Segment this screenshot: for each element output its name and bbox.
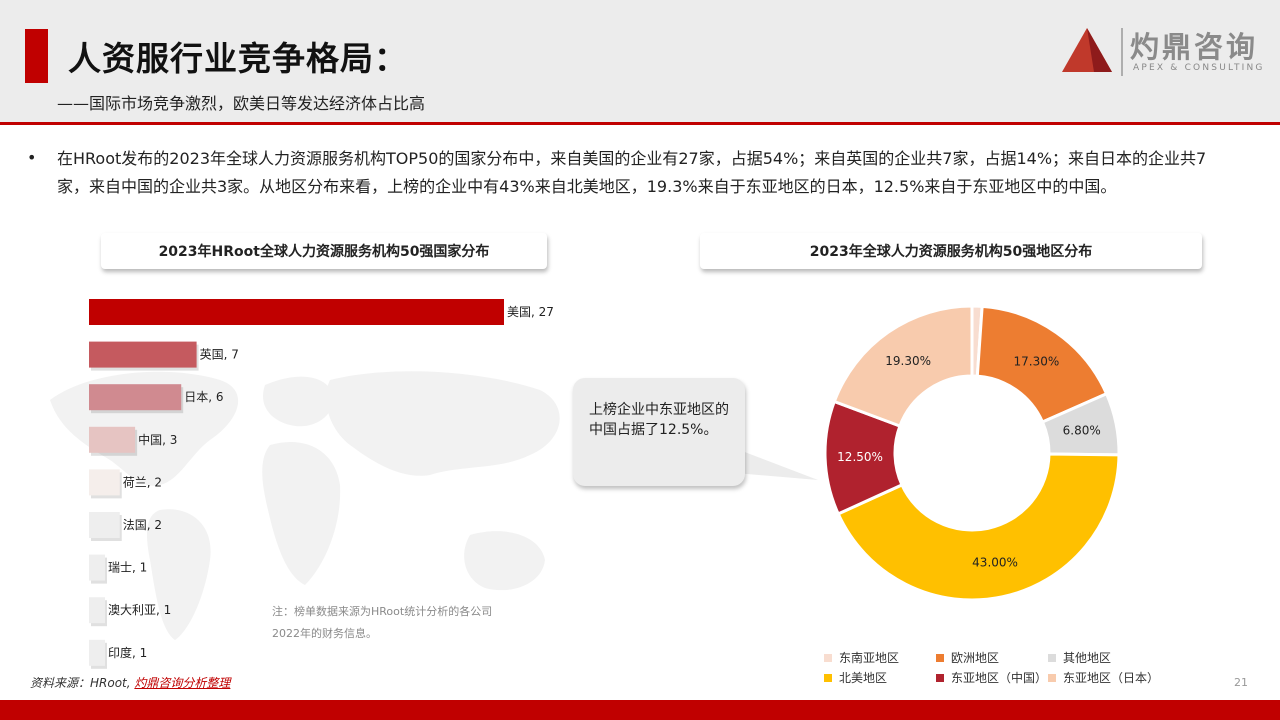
legend-item-5: 东亚地区（日本） xyxy=(1048,669,1159,686)
legend-label: 其他地区 xyxy=(1063,651,1112,665)
legend-label: 欧洲地区 xyxy=(951,651,1000,665)
donut-label-2: 6.80% xyxy=(1063,424,1101,438)
bullet-marker: • xyxy=(27,148,37,167)
source-link[interactable]: 灼鼎咨询分析整理 xyxy=(134,676,231,690)
legend-item-0: 东南亚地区 xyxy=(824,649,899,666)
legend-label: 东南亚地区 xyxy=(839,651,900,665)
country-bar-chart: 美国, 27 英国, 7 日本, 6 中国, 3 荷兰, 2 法国, 2 瑞士, 1 澳大利亚… xyxy=(89,299,554,669)
legend-swatch xyxy=(1048,673,1056,682)
bar-label-6: 瑞士, 1 xyxy=(108,561,147,575)
bar-label-7: 澳大利亚, 1 xyxy=(108,603,171,617)
world-map-background xyxy=(50,371,560,640)
legend-swatch xyxy=(824,673,832,682)
logo-name: 灼鼎咨询 xyxy=(1130,30,1259,64)
chart-note: 注：榜单数据来源为HRoot统计分析的各公司2022年的财务信息。 xyxy=(272,605,493,640)
bar-label-0: 美国, 27 xyxy=(507,305,554,319)
bar-3 xyxy=(89,426,136,453)
bar-5 xyxy=(89,512,120,538)
header-divider xyxy=(0,122,1280,125)
legend-label: 东亚地区（日本） xyxy=(1063,671,1160,685)
legend-label: 东亚地区（中国） xyxy=(951,671,1048,685)
bar-8 xyxy=(89,639,105,666)
bar-2 xyxy=(89,384,182,411)
logo-tagline: APEX & CONSULTING xyxy=(1133,63,1265,73)
bar-label-3: 中国, 3 xyxy=(138,432,177,447)
source-prefix: 资料来源：HRoot, xyxy=(30,676,135,690)
bar-label-5: 法国, 2 xyxy=(123,518,162,532)
bar-label-8: 印度, 1 xyxy=(108,645,147,660)
legend-label: 北美地区 xyxy=(839,671,888,685)
donut-label-1: 17.30% xyxy=(1014,354,1060,368)
bar-label-1: 英国, 7 xyxy=(200,348,239,362)
page-subtitle: ——国际市场竞争激烈，欧美日等发达经济体占比高 xyxy=(57,94,426,113)
legend-item-3: 北美地区 xyxy=(824,669,887,686)
bar-7 xyxy=(89,597,105,624)
page-number: 21 xyxy=(1234,676,1248,689)
donut-label-3: 43.00% xyxy=(972,556,1018,570)
legend-swatch xyxy=(936,673,944,682)
callout-box: 上榜企业中东亚地区的中国占据了12.5%。 xyxy=(573,378,745,486)
apex-logo-icon xyxy=(1062,28,1123,76)
donut-chart-title: 2023年全球人力资源服务机构50强地区分布 xyxy=(700,233,1202,269)
donut-slice-5 xyxy=(832,304,974,428)
legend-swatch xyxy=(936,653,944,662)
legend-item-2: 其他地区 xyxy=(1048,649,1111,666)
donut-slice-3 xyxy=(836,452,1121,602)
bar-0 xyxy=(89,299,504,325)
legend-swatch xyxy=(1048,653,1056,662)
callout-text: 上榜企业中东亚地区的中国占据了12.5%。 xyxy=(589,402,729,438)
source-note: 资料来源：HRoot, 灼鼎咨询分析整理 xyxy=(30,674,230,691)
bullet-text: 在HRoot发布的2023年全球人力资源服务机构TOP50的国家分布中，来自美国… xyxy=(57,149,1207,196)
legend-item-1: 欧洲地区 xyxy=(936,649,999,666)
legend-item-4: 东亚地区（中国） xyxy=(936,669,1047,686)
title-accent-bar xyxy=(25,29,48,83)
donut-label-5: 19.30% xyxy=(885,354,931,368)
legend-swatch xyxy=(824,653,832,662)
bar-6 xyxy=(89,554,105,581)
page-title: 人资服行业竞争格局： xyxy=(68,39,408,78)
bar-label-4: 荷兰, 2 xyxy=(123,475,162,489)
bar-label-2: 日本, 6 xyxy=(184,390,223,404)
bar-1 xyxy=(89,341,197,368)
footer-bar xyxy=(0,700,1280,720)
region-donut-chart: 1.10%17.30%6.80%43.00%12.50%19.30% xyxy=(823,304,1121,602)
donut-label-4: 12.50% xyxy=(837,450,883,464)
bar-4 xyxy=(89,469,120,496)
bar-chart-title: 2023年HRoot全球人力资源服务机构50强国家分布 xyxy=(101,233,547,269)
header-band xyxy=(0,0,1280,122)
